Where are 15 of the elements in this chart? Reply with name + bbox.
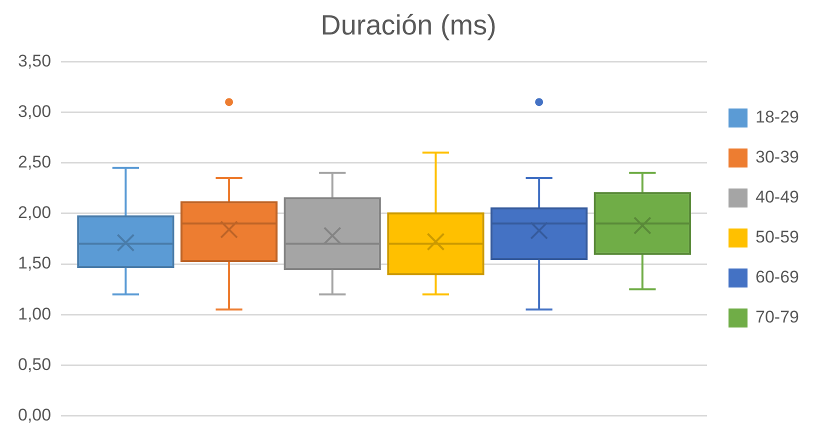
- legend-label: 70-79: [756, 308, 800, 327]
- y-tick-label: 2,00: [18, 203, 52, 222]
- y-tick-label: 0,50: [18, 354, 52, 374]
- y-tick-label: 3,50: [18, 51, 52, 70]
- legend-label: 50-59: [756, 228, 800, 247]
- legend-label: 18-29: [756, 108, 800, 127]
- legend-label: 30-39: [756, 148, 800, 167]
- y-tick-label: 1,00: [18, 304, 52, 324]
- y-tick-label: 2,50: [18, 152, 52, 172]
- legend-label: 60-69: [756, 268, 800, 287]
- legend-label: 40-49: [756, 188, 800, 207]
- y-tick-label: 0,00: [18, 405, 52, 424]
- y-tick-label: 1,50: [18, 254, 52, 273]
- y-tick-label: 3,00: [18, 102, 52, 121]
- chart-title: Duración (ms): [320, 10, 496, 41]
